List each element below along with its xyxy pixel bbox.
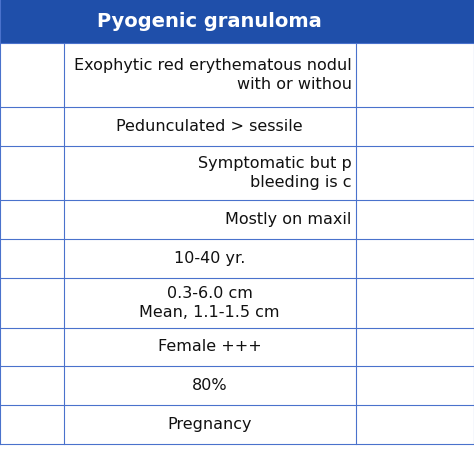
Bar [0, 278, 474, 328]
Text: 10-40 yr.: 10-40 yr. [174, 251, 246, 266]
Bar [0, 405, 474, 444]
Text: 0.3-6.0 cm
Mean, 1.1-1.5 cm: 0.3-6.0 cm Mean, 1.1-1.5 cm [139, 285, 280, 320]
Text: Exophytic red erythematous nodul
with or withou: Exophytic red erythematous nodul with or… [74, 57, 352, 92]
Text: 80%: 80% [192, 378, 228, 393]
Bar [0, 43, 474, 107]
Text: Mostly on maxil: Mostly on maxil [225, 212, 352, 227]
Bar [0, 328, 474, 366]
Text: Pyogenic granuloma: Pyogenic granuloma [97, 12, 322, 31]
Bar [0, 239, 474, 278]
Bar [0, 107, 474, 146]
Bar [0, 200, 474, 239]
Bar [0, 0, 474, 43]
Bar [0, 366, 474, 405]
Text: Pregnancy: Pregnancy [167, 417, 252, 432]
Text: Symptomatic but p
bleeding is c: Symptomatic but p bleeding is c [198, 155, 352, 190]
Text: Pedunculated > sessile: Pedunculated > sessile [117, 118, 303, 134]
Bar [0, 146, 474, 200]
Text: Female +++: Female +++ [158, 339, 262, 355]
